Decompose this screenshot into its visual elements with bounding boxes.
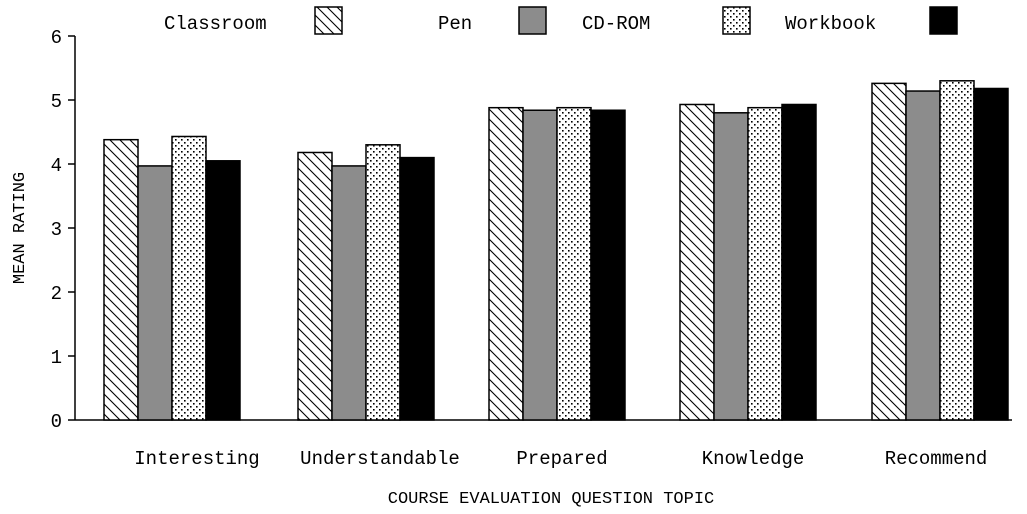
bar-group-recommend	[871, 80, 1009, 421]
legend-item-classroom: Classroom	[164, 6, 343, 35]
y-tick-label: 6	[51, 27, 62, 49]
bar-pen-recommend	[905, 90, 941, 421]
x-tick-label-knowledge: Knowledge	[702, 448, 805, 470]
legend-swatch	[929, 6, 958, 35]
bar-pen-understandable	[331, 165, 367, 421]
legend-label: Classroom	[164, 13, 267, 35]
bar-pen-interesting	[137, 165, 173, 421]
bar-cd-rom-recommend	[939, 80, 975, 421]
legend-label: Workbook	[785, 13, 876, 35]
bar-cd-rom-prepared	[556, 106, 592, 421]
legend-swatch	[314, 6, 343, 35]
bar-classroom-knowledge	[679, 103, 715, 421]
bar-workbook-knowledge	[781, 103, 817, 421]
x-tick-label-understandable: Understandable	[300, 448, 460, 470]
y-tick-label: 4	[51, 155, 62, 177]
legend-item-workbook: Workbook	[785, 6, 958, 35]
y-tick-label: 5	[51, 91, 62, 113]
y-tick-label: 1	[51, 347, 62, 369]
bar-pen-knowledge	[713, 112, 749, 421]
bar-group-understandable	[297, 144, 435, 421]
bars	[103, 80, 1009, 421]
y-axis-title: MEAN RATING	[11, 172, 30, 284]
bar-cd-rom-understandable	[365, 144, 401, 421]
bar-group-interesting	[103, 135, 241, 421]
legend-label: Pen	[438, 13, 472, 35]
bar-pen-prepared	[522, 109, 558, 421]
bar-cd-rom-interesting	[171, 135, 207, 421]
legend-label: CD-ROM	[582, 13, 650, 35]
x-tick-label-interesting: Interesting	[134, 448, 259, 470]
y-tick-label: 2	[51, 283, 62, 305]
bar-classroom-interesting	[103, 138, 139, 421]
legend-swatch	[722, 6, 751, 35]
legend-item-cd-rom: CD-ROM	[582, 6, 751, 35]
x-tick-label-prepared: Prepared	[516, 448, 607, 470]
legend: Classroom Pen CD-ROM Workbook	[164, 6, 958, 35]
bar-cd-rom-knowledge	[747, 106, 783, 421]
bar-workbook-prepared	[590, 109, 626, 421]
bar-group-prepared	[488, 106, 626, 421]
bar-group-knowledge	[679, 103, 817, 421]
bar-classroom-understandable	[297, 151, 333, 421]
bar-workbook-recommend	[973, 87, 1009, 421]
y-ticks: 0 1 2 3 4 5 6	[51, 27, 75, 433]
y-tick-label: 3	[51, 219, 62, 241]
bar-classroom-prepared	[488, 106, 524, 421]
x-ticks: Interesting Understandable Prepared Knowled…	[134, 448, 987, 470]
bar-classroom-recommend	[871, 82, 907, 421]
legend-item-pen: Pen	[438, 6, 547, 35]
y-tick-label: 0	[51, 411, 62, 433]
bar-workbook-interesting	[205, 160, 241, 421]
bar-workbook-understandable	[399, 156, 435, 421]
x-tick-label-recommend: Recommend	[885, 448, 988, 470]
x-axis-title: COURSE EVALUATION QUESTION TOPIC	[388, 490, 714, 509]
legend-swatch	[518, 6, 547, 35]
